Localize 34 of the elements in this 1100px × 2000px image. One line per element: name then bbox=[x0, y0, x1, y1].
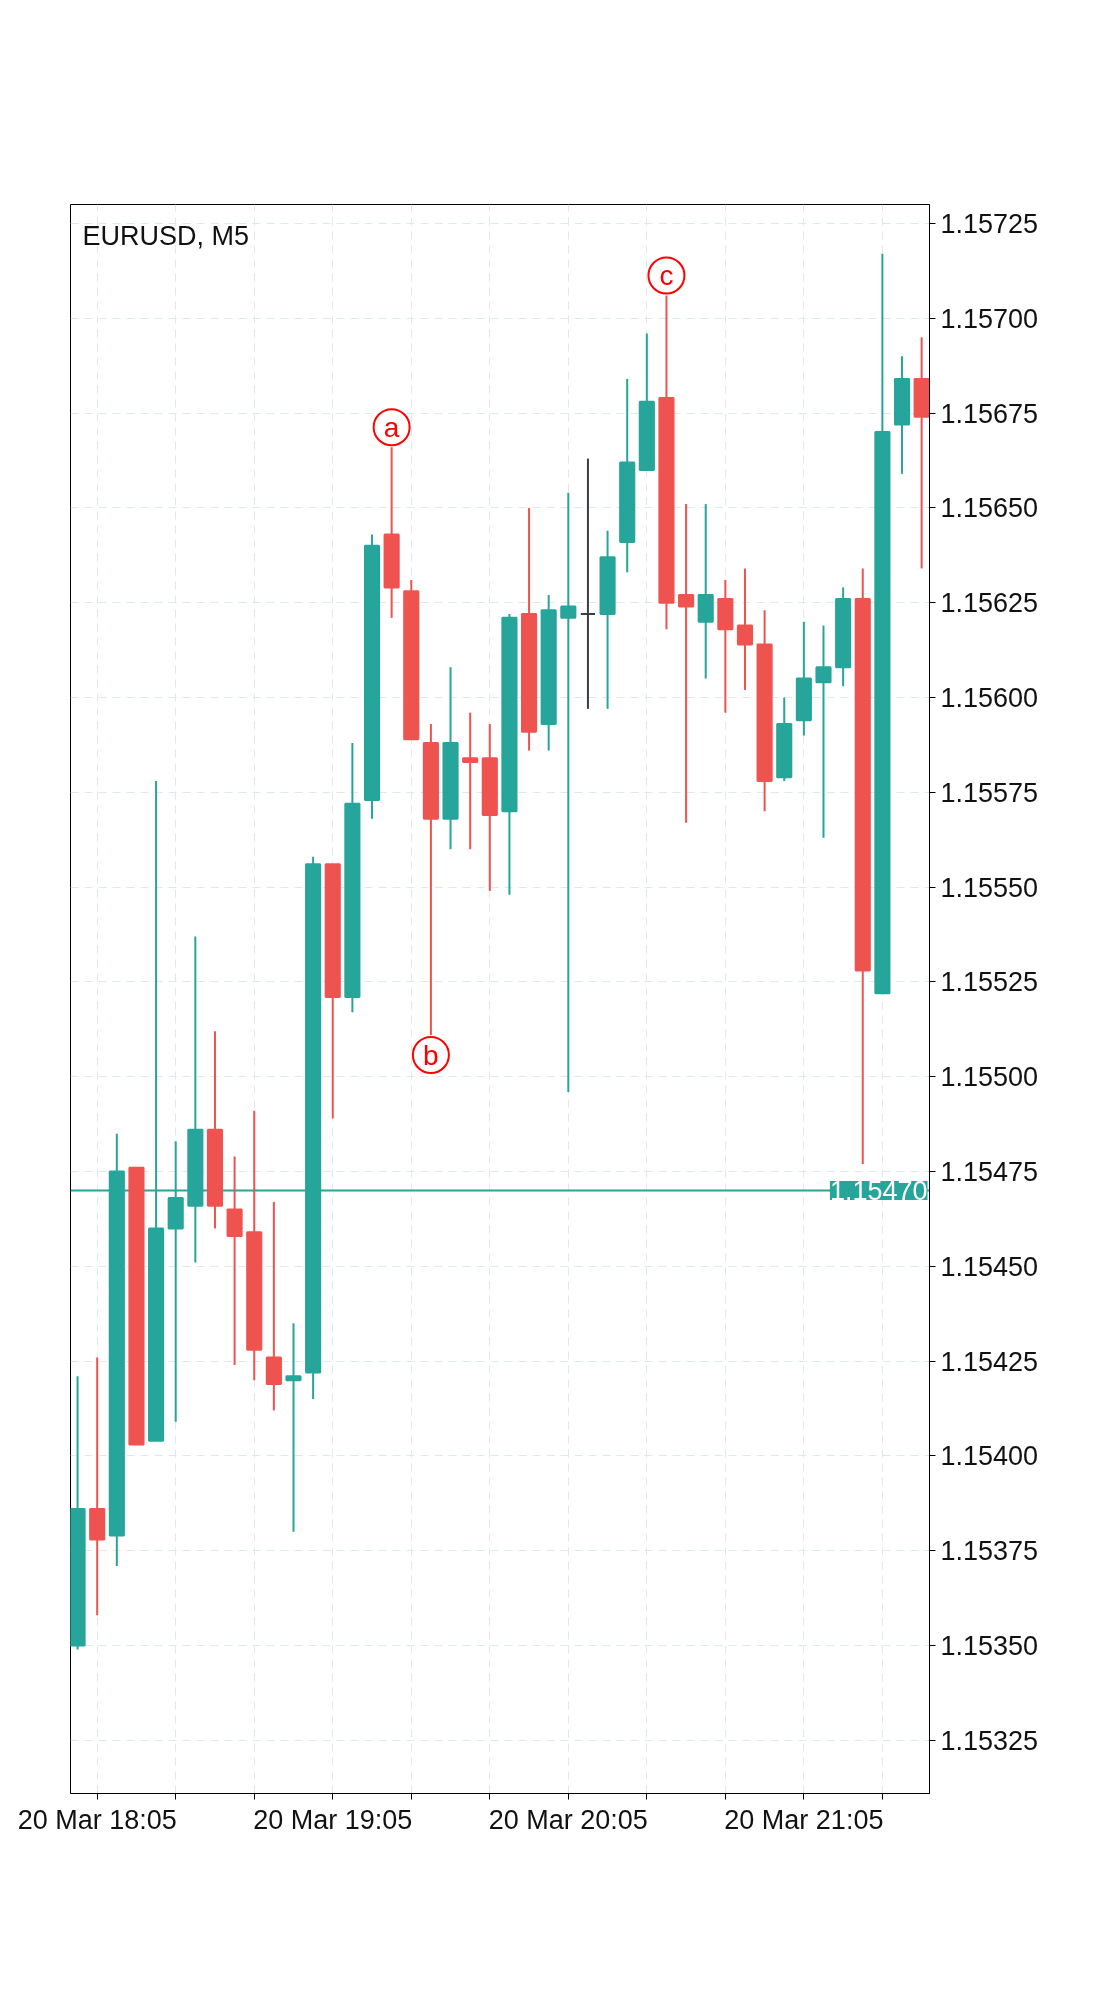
y-tick-label: 1.15575 bbox=[940, 777, 1039, 808]
candlestick bbox=[579, 457, 597, 710]
y-tick-label: 1.15400 bbox=[940, 1441, 1039, 1472]
candlestick bbox=[815, 624, 832, 839]
candlestick bbox=[678, 503, 695, 824]
y-tick-label: 1.15525 bbox=[940, 967, 1039, 998]
candlestick bbox=[736, 567, 754, 691]
ref-line-label: 1.15470 bbox=[829, 1176, 928, 1207]
x-tick-label: 20 Mar 20:05 bbox=[488, 1804, 648, 1835]
y-tick-label: 1.15475 bbox=[940, 1157, 1039, 1188]
candlestick bbox=[89, 1356, 106, 1617]
x-tick-label: 20 Mar 21:05 bbox=[724, 1804, 884, 1835]
y-tick-label: 1.15425 bbox=[940, 1346, 1039, 1377]
y-tick-label: 1.15350 bbox=[940, 1631, 1039, 1662]
annotation: b bbox=[423, 1039, 439, 1071]
y-tick-label: 1.15725 bbox=[940, 208, 1039, 239]
annotation: a bbox=[383, 411, 400, 443]
annotation: c bbox=[659, 260, 674, 292]
text: EURUSD, M5 bbox=[82, 220, 250, 251]
candlestick bbox=[462, 711, 479, 851]
x-tick-label: 20 Mar 18:05 bbox=[17, 1804, 177, 1835]
y-tick-label: 1.15625 bbox=[940, 588, 1039, 619]
y-tick-label: 1.15375 bbox=[940, 1536, 1039, 1567]
candlestick bbox=[285, 1322, 302, 1533]
y-tick-label: 1.15600 bbox=[940, 683, 1039, 714]
y-tick-label: 1.15700 bbox=[940, 303, 1039, 334]
y-tick-label: 1.15650 bbox=[940, 493, 1039, 524]
x-tick-label: 20 Mar 19:05 bbox=[253, 1804, 413, 1835]
y-tick-label: 1.15550 bbox=[940, 872, 1039, 903]
y-tick-label: 1.15325 bbox=[940, 1725, 1039, 1756]
y-tick-label: 1.15675 bbox=[940, 398, 1039, 429]
y-tick-label: 1.15500 bbox=[940, 1062, 1039, 1093]
candlestick bbox=[560, 491, 577, 1093]
y-tick-label: 1.15450 bbox=[940, 1251, 1039, 1282]
